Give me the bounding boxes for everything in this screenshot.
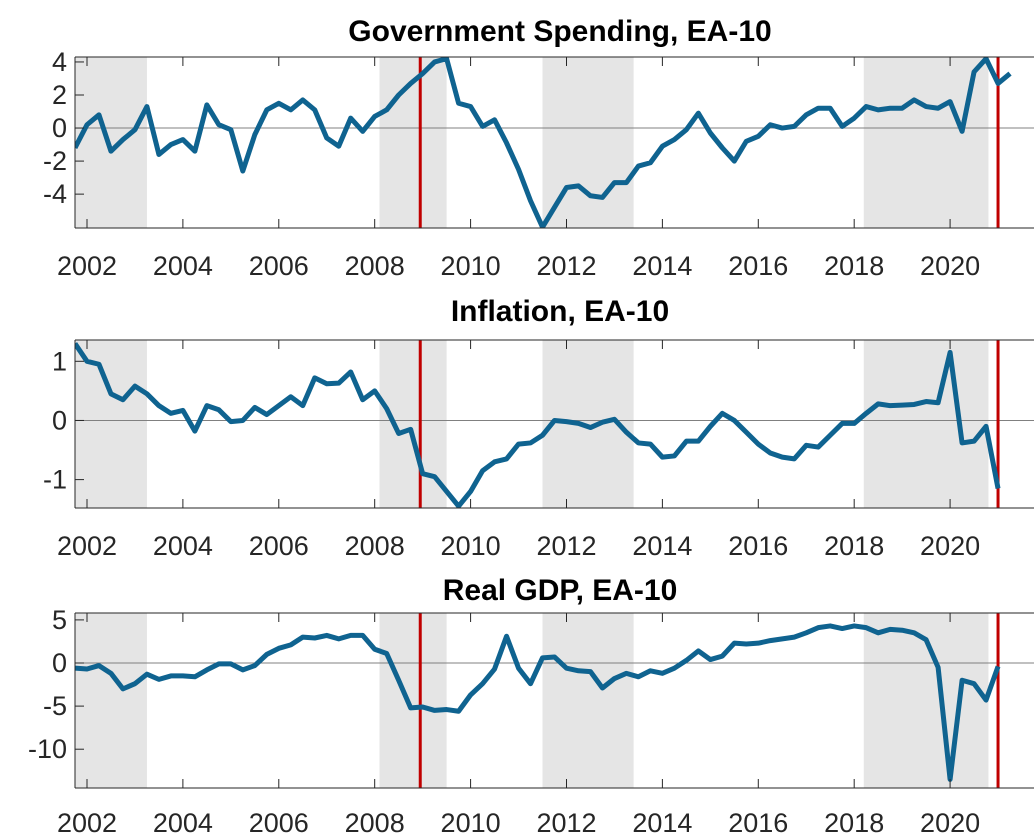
- x-tick-label: 2012: [536, 808, 596, 838]
- chart-title: Inflation, EA-10: [451, 295, 669, 328]
- y-tick-label: 0: [52, 648, 67, 678]
- shaded-region: [75, 613, 147, 788]
- data-line: [75, 623, 1001, 782]
- data-line: [75, 342, 1001, 508]
- plot-area: [75, 57, 1034, 228]
- shaded-region: [863, 340, 989, 508]
- x-tick-label: 2016: [728, 251, 788, 281]
- shaded-region: [542, 613, 634, 788]
- y-tick-label: -5: [43, 691, 67, 721]
- x-tick-label: 2004: [153, 808, 213, 838]
- shaded-region: [75, 340, 147, 508]
- y-tick-label: 2: [52, 80, 67, 110]
- y-tick-label: -2: [43, 146, 67, 176]
- y-tick-label: 5: [52, 605, 67, 635]
- chart-title: Government Spending, EA-10: [348, 15, 771, 48]
- x-tick-label: 2002: [57, 531, 117, 561]
- x-tick-label: 2012: [536, 531, 596, 561]
- shaded-region: [75, 57, 147, 228]
- y-tick-label: -10: [28, 734, 67, 764]
- x-tick-label: 2018: [824, 808, 884, 838]
- x-tick-label: 2004: [153, 531, 213, 561]
- data-line: [75, 57, 1012, 228]
- x-tick-label: 2018: [824, 531, 884, 561]
- x-tick-label: 2014: [632, 808, 692, 838]
- x-tick-label: 2006: [249, 251, 309, 281]
- x-tick-label: 2016: [728, 531, 788, 561]
- y-tick-label: 0: [52, 405, 67, 435]
- y-tick-label: -1: [43, 465, 67, 495]
- x-tick-label: 2018: [824, 251, 884, 281]
- x-tick-label: 2002: [57, 251, 117, 281]
- x-tick-label: 2002: [57, 808, 117, 838]
- plot-area: [75, 613, 1034, 788]
- x-tick-label: 2008: [345, 808, 405, 838]
- x-tick-label: 2020: [920, 808, 980, 838]
- y-tick-label: 0: [52, 113, 67, 143]
- y-tick-label: 1: [52, 346, 67, 376]
- y-tick-label: 4: [52, 47, 67, 77]
- x-tick-label: 2014: [632, 531, 692, 561]
- x-tick-label: 2006: [249, 531, 309, 561]
- x-tick-label: 2012: [536, 251, 596, 281]
- y-tick-label: -4: [43, 179, 67, 209]
- x-tick-label: 2014: [632, 251, 692, 281]
- plot-area: [75, 340, 1034, 508]
- shaded-region: [379, 613, 447, 788]
- shaded-region: [863, 57, 989, 228]
- x-tick-label: 2008: [345, 251, 405, 281]
- shaded-region: [379, 57, 447, 228]
- x-tick-label: 2016: [728, 808, 788, 838]
- x-tick-label: 2010: [441, 808, 501, 838]
- x-tick-label: 2010: [441, 531, 501, 561]
- x-tick-label: 2006: [249, 808, 309, 838]
- x-tick-label: 2004: [153, 251, 213, 281]
- x-tick-label: 2020: [920, 531, 980, 561]
- chart-title: Real GDP, EA-10: [443, 574, 678, 607]
- x-tick-label: 2010: [441, 251, 501, 281]
- x-tick-label: 2008: [345, 531, 405, 561]
- x-tick-label: 2020: [920, 251, 980, 281]
